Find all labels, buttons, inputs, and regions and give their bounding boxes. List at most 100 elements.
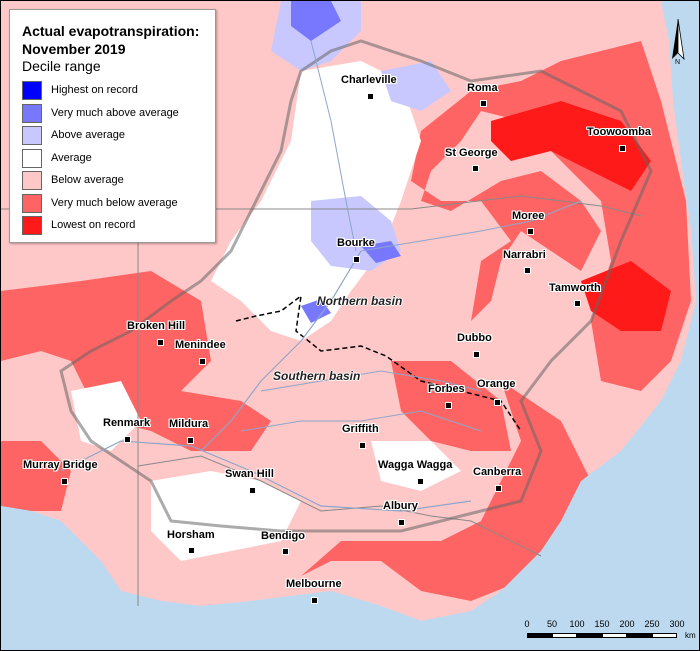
town-label-charleville: Charleville [341, 74, 397, 86]
town-label-narrabri: Narrabri [503, 249, 546, 261]
town-marker-griffith [359, 442, 366, 449]
region-above-east [381, 61, 451, 111]
town-label-broken-hill: Broken Hill [127, 320, 186, 332]
town-label-renmark: Renmark [103, 417, 151, 429]
town-label-tamworth: Tamworth [549, 282, 601, 294]
town-marker-bendigo [282, 548, 289, 555]
river-barwon [360, 200, 582, 252]
town-label-bourke: Bourke [337, 237, 375, 249]
town-label-albury: Albury [383, 500, 418, 512]
legend-label-below: Below average [51, 174, 124, 186]
scale-tick-250: 250 [644, 619, 660, 629]
scale-segment-1 [527, 633, 552, 638]
town-marker-moree [527, 228, 534, 235]
town-marker-dubbo [473, 351, 480, 358]
scale-tick-200: 200 [619, 619, 635, 629]
town-label-roma: Roma [467, 82, 498, 94]
basin-label-southern: Southern basin [273, 369, 361, 383]
scale-tick-50: 50 [546, 619, 558, 629]
map-legend: Actual evapotranspiration: November 2019… [9, 9, 216, 243]
town-marker-renmark [124, 436, 131, 443]
region-very-much-above-north [291, 1, 341, 41]
legend-label-average: Average [51, 152, 92, 164]
town-label-griffith: Griffith [342, 423, 379, 435]
town-marker-mildura [187, 437, 194, 444]
town-marker-broken-hill [157, 339, 164, 346]
town-marker-toowoomba [619, 145, 626, 152]
legend-swatch-lowest [22, 215, 42, 235]
river-murray [60, 440, 472, 512]
town-marker-roma [480, 100, 487, 107]
town-marker-canberra [495, 485, 502, 492]
region-lowest-toowoomba [491, 101, 651, 191]
town-label-wagga-wagga: Wagga Wagga [378, 459, 453, 471]
legend-title-line2: November 2019 [22, 41, 126, 57]
scale-tick-100: 100 [569, 619, 585, 629]
town-label-toowoomba: Toowoomba [587, 126, 651, 138]
scale-segment-5 [627, 633, 652, 638]
basin-label-northern: Northern basin [317, 294, 403, 308]
scale-tick-150: 150 [594, 619, 610, 629]
river-darling [200, 250, 362, 452]
town-marker-albury [398, 519, 405, 526]
legend-title: Actual evapotranspiration: November 2019 [22, 22, 199, 58]
town-marker-st-george [472, 165, 479, 172]
legend-item-above: Above average [22, 125, 125, 145]
legend-title-line1: Actual evapotranspiration: [22, 23, 200, 39]
town-marker-charleville [367, 93, 374, 100]
basin-divider [235, 294, 522, 432]
town-marker-narrabri [524, 267, 531, 274]
town-label-moree: Moree [512, 210, 545, 222]
river-lachlan [260, 370, 482, 392]
scale-segment-4 [602, 633, 627, 638]
legend-label-lowest: Lowest on record [51, 219, 136, 231]
legend-swatch-very-much-below [22, 193, 42, 213]
town-marker-tamworth [574, 300, 581, 307]
town-label-swan-hill: Swan Hill [225, 468, 274, 480]
region-average-wagga [371, 441, 461, 491]
town-marker-orange [494, 399, 501, 406]
legend-label-above: Above average [51, 129, 125, 141]
scale-segment-3 [577, 633, 602, 638]
ocean-south-east [1, 301, 699, 650]
region-very-much-above-northern [301, 299, 331, 323]
legend-subtitle: Decile range [22, 58, 101, 74]
legend-item-average: Average [22, 148, 92, 168]
town-label-forbes: Forbes [428, 383, 465, 395]
town-marker-bourke [353, 256, 360, 263]
region-below-murray [1, 441, 71, 511]
legend-swatch-very-much-above [22, 103, 42, 123]
town-marker-swan-hill [249, 487, 256, 494]
town-label-mildura: Mildura [169, 418, 209, 430]
region-below-south-band [301, 381, 591, 601]
town-label-orange: Orange [477, 378, 516, 390]
town-marker-menindee [199, 358, 206, 365]
town-label-bendigo: Bendigo [261, 530, 305, 542]
legend-swatch-highest [22, 80, 42, 100]
town-label-menindee: Menindee [175, 339, 226, 351]
state-border-vic [137, 455, 542, 557]
legend-label-very-much-above: Very much above average [51, 107, 179, 119]
legend-item-very-much-above: Very much above average [22, 103, 179, 123]
scale-tick-0: 0 [524, 619, 530, 629]
state-border-qld [1, 195, 642, 217]
legend-swatch-below [22, 170, 42, 190]
region-below-west [1, 271, 271, 451]
legend-item-highest: Highest on record [22, 80, 138, 100]
town-label-st-george: St George [445, 147, 498, 159]
legend-item-very-much-below: Very much below average [22, 193, 178, 213]
region-average-renmark [71, 381, 141, 451]
region-lowest-tamworth [581, 261, 671, 331]
town-marker-wagga-wagga [417, 478, 424, 485]
town-marker-murray-bridge [61, 478, 68, 485]
river-warrego [310, 40, 357, 252]
scale-segment-2 [552, 633, 577, 638]
scale-segment-6 [652, 633, 677, 638]
region-average-south [151, 471, 301, 561]
scale-bar: 0 50 100 150 200 250 300 km [523, 619, 695, 645]
scale-unit: km [685, 631, 696, 640]
legend-item-below: Below average [22, 170, 124, 190]
river-murrumbidgee [240, 410, 482, 432]
north-arrow-label: N [675, 59, 681, 66]
